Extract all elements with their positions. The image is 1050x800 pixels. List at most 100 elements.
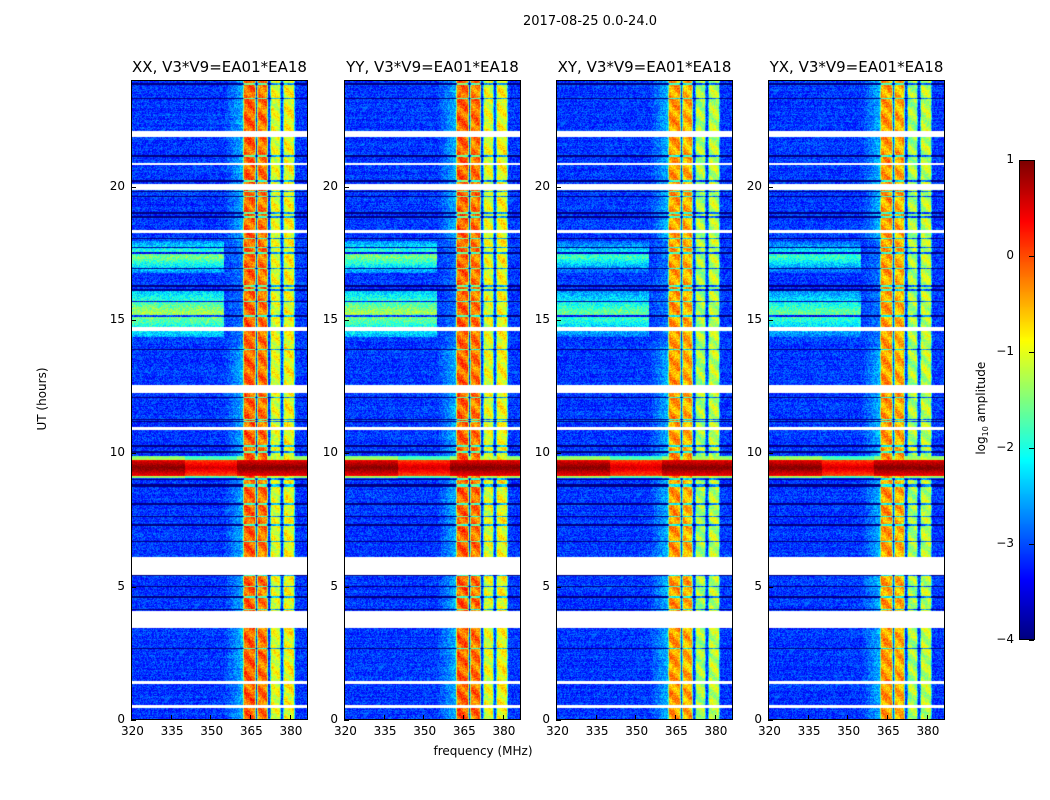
x-tick-mark: [249, 715, 251, 720]
y-tick-mark: [768, 186, 773, 188]
x-tick-label: 335: [797, 724, 821, 738]
y-tick-mark: [344, 720, 349, 721]
x-tick-label: 365: [664, 724, 688, 738]
colorbar: [1019, 160, 1035, 640]
heatmap-xx: [132, 81, 307, 719]
x-tick-mark: [847, 715, 849, 720]
x-tick-label: 365: [452, 724, 476, 738]
panel-title: XX, V3*V9=EA01*EA18: [132, 58, 307, 76]
y-tick-mark: [768, 320, 773, 321]
y-tick-label: 0: [330, 712, 338, 726]
panel-title: YX, V3*V9=EA01*EA18: [769, 58, 944, 76]
y-tick-mark: [344, 186, 349, 188]
y-tick-label: 10: [109, 445, 125, 460]
y-tick-label: 5: [754, 578, 762, 593]
colorbar-tick-label: 0: [1006, 248, 1014, 262]
y-tick-mark: [344, 320, 349, 321]
x-tick-mark: [423, 715, 425, 720]
x-tick-mark: [768, 715, 769, 720]
x-tick-mark: [556, 715, 557, 720]
panel-title: XY, V3*V9=EA01*EA18: [557, 58, 732, 76]
y-tick-label: 15: [746, 312, 762, 326]
y-tick-mark: [556, 586, 561, 588]
x-axis-label: frequency (MHz): [433, 744, 533, 758]
y-tick-label: 20: [109, 178, 125, 193]
y-tick-mark: [131, 320, 136, 321]
colorbar-tick-mark: [1029, 448, 1034, 449]
x-tick-label: 365: [239, 724, 263, 738]
heatmap-panel-yy: [344, 80, 521, 720]
x-tick-mark: [595, 715, 597, 720]
y-tick-mark: [131, 586, 136, 588]
y-tick-label: 5: [542, 578, 550, 593]
y-tick-label: 20: [534, 178, 550, 193]
x-tick-mark: [344, 715, 345, 720]
y-tick-label: 15: [322, 312, 338, 326]
y-tick-label: 5: [117, 578, 125, 593]
heatmap-yy: [345, 81, 520, 719]
y-tick-label: 10: [746, 445, 762, 460]
x-tick-label: 320: [546, 724, 569, 738]
y-tick-mark: [131, 186, 136, 188]
x-tick-label: 365: [876, 724, 900, 738]
y-tick-mark: [131, 720, 136, 721]
colorbar-tick-label: −2: [996, 440, 1014, 454]
colorbar-tick-mark: [1029, 256, 1034, 257]
x-tick-label: 350: [625, 724, 649, 738]
x-tick-mark: [674, 715, 676, 720]
heatmap-panel-yx: [768, 80, 945, 720]
x-tick-label: 320: [758, 724, 781, 738]
x-tick-mark: [926, 715, 928, 720]
y-tick-mark: [556, 320, 561, 321]
x-tick-mark: [635, 715, 637, 720]
figure-title: 2017-08-25 0.0-24.0: [523, 14, 657, 29]
y-tick-label: 15: [534, 312, 550, 326]
colorbar-tick-mark: [1029, 640, 1034, 641]
heatmap-xy: [557, 81, 732, 719]
x-tick-label: 335: [373, 724, 397, 738]
x-tick-mark: [131, 715, 132, 720]
colorbar-tick-mark: [1029, 352, 1034, 353]
panel-title: YY, V3*V9=EA01*EA18: [346, 58, 519, 76]
colorbar-tick-mark: [1029, 160, 1034, 161]
y-tick-mark: [768, 586, 773, 588]
y-axis-label: UT (hours): [35, 367, 49, 431]
x-tick-label: 380: [704, 724, 728, 738]
colorbar-tick-mark: [1029, 544, 1034, 545]
heatmap-panel-xx: [131, 80, 308, 720]
y-tick-label: 20: [322, 178, 338, 193]
y-tick-mark: [556, 720, 561, 721]
x-tick-label: 335: [160, 724, 184, 738]
x-tick-label: 380: [492, 724, 516, 738]
x-tick-label: 335: [585, 724, 609, 738]
y-tick-label: 0: [117, 712, 125, 726]
colorbar-tick-label: −4: [996, 632, 1014, 646]
y-tick-label: 10: [534, 445, 550, 460]
x-tick-mark: [502, 715, 504, 720]
y-tick-mark: [556, 186, 561, 188]
y-tick-mark: [131, 453, 136, 455]
y-tick-label: 20: [746, 178, 762, 193]
x-tick-mark: [383, 715, 385, 720]
y-tick-label: 5: [330, 578, 338, 593]
heatmap-yx: [769, 81, 944, 719]
x-tick-mark: [210, 715, 212, 720]
colorbar-tick-label: −3: [996, 536, 1014, 550]
y-tick-mark: [556, 453, 561, 455]
x-tick-label: 350: [837, 724, 861, 738]
y-tick-label: 15: [109, 312, 125, 326]
x-tick-mark: [714, 715, 716, 720]
x-tick-mark: [170, 715, 172, 720]
x-tick-mark: [462, 715, 464, 720]
x-tick-mark: [886, 715, 888, 720]
y-tick-mark: [344, 586, 349, 588]
y-tick-label: 0: [754, 712, 762, 726]
y-tick-mark: [344, 453, 349, 455]
colorbar-label: log10 amplitude: [973, 361, 991, 455]
x-tick-mark: [289, 715, 291, 720]
y-tick-mark: [768, 720, 773, 721]
x-tick-label: 320: [334, 724, 357, 738]
y-tick-label: 10: [322, 445, 338, 460]
x-tick-label: 350: [200, 724, 224, 738]
